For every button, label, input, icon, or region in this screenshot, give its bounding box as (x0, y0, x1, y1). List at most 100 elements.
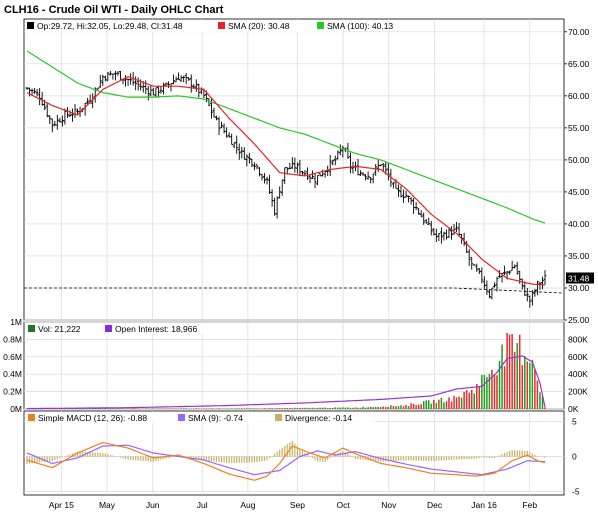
ohlc-bar (220, 121, 224, 129)
volume-bar (331, 408, 334, 409)
divergence-bar (92, 452, 94, 457)
divergence-bar (107, 454, 109, 457)
divergence-bar (390, 456, 392, 462)
divergence-bar (455, 456, 458, 460)
divergence-bar (94, 452, 96, 457)
oi-tick-label: 800K (568, 334, 588, 344)
volume-bar (534, 369, 536, 409)
volume-bar (273, 408, 276, 409)
volume-bar (544, 407, 546, 409)
ohlc-legend-label: Op:29.72, Hi:32.05, Lo:29.48, Cl:31.48 (37, 21, 183, 31)
x-tick-label: Jan 16 (471, 500, 497, 510)
volume-bar (352, 407, 354, 409)
volume-bar (185, 408, 187, 409)
divergence-bar (210, 456, 213, 462)
ohlc-bar (55, 114, 59, 130)
ohlc-bar (232, 142, 236, 149)
volume-bar (445, 401, 448, 409)
ohlc-bar (257, 167, 261, 177)
divergence-bar (529, 452, 531, 457)
ohlc-bar (336, 150, 340, 160)
price-tick-label: 25.00 (568, 315, 590, 325)
divergence-bar (481, 456, 483, 458)
divergence-bar (109, 454, 111, 457)
ohlc-bar (237, 143, 241, 160)
x-tick-label: Aug (240, 500, 255, 510)
price-tick-label: 50.00 (568, 155, 590, 165)
ohlc-bar (106, 71, 110, 82)
divergence-bar (476, 456, 478, 459)
divergence-bar (198, 456, 200, 460)
divergence-bar (435, 456, 437, 461)
divergence-bar (226, 456, 228, 463)
divergence-bar (132, 456, 134, 461)
oi-tick-label: 200K (568, 387, 588, 397)
volume-bar (147, 408, 150, 409)
volume-bar (425, 400, 427, 409)
divergence-bar (130, 456, 132, 460)
volume-bar (417, 404, 420, 409)
ohlc-bar (288, 162, 292, 170)
divergence-bar (521, 450, 523, 457)
volume-bar (319, 407, 321, 409)
ohlc-bar (300, 170, 304, 176)
ohlc-bar (154, 87, 158, 98)
volume-bar (347, 407, 349, 409)
divergence-bar (263, 456, 266, 461)
divergence-bar (299, 449, 301, 457)
divergence-bar (243, 456, 245, 463)
volume-bar (440, 397, 443, 409)
volume-bar (182, 408, 185, 409)
divergence-bar (102, 453, 104, 457)
divergence-bar (49, 456, 51, 462)
volume-bar (261, 408, 263, 409)
divergence-bar (531, 453, 533, 457)
ohlc-bar (265, 176, 269, 185)
ohlc-bar (480, 267, 484, 284)
x-tick-label: Nov (381, 500, 397, 510)
divergence-bar (324, 456, 326, 462)
volume-bar (536, 380, 539, 409)
volume-bar (374, 406, 377, 409)
divergence-bar (64, 456, 66, 457)
ohlc-bar (470, 257, 474, 270)
divergence-bar (160, 456, 162, 460)
ohlc-bar (348, 152, 352, 174)
signal-legend-swatch (178, 414, 185, 421)
divergence-bar (410, 456, 412, 461)
ohlc-bar (174, 76, 178, 83)
ohlc-bar (303, 169, 307, 176)
volume-bar (337, 407, 339, 409)
divergence-bar (200, 456, 202, 460)
volume-bar (369, 406, 372, 409)
oi-tick-label: 600K (568, 352, 588, 362)
sma20-legend-swatch (218, 22, 225, 29)
divergence-bar (498, 455, 501, 457)
ohlc-bar (513, 264, 517, 269)
volume-bar (357, 407, 359, 409)
price-tick-label: 35.00 (568, 251, 590, 261)
divergence-bar (319, 456, 321, 462)
volume-bar (162, 408, 165, 409)
ohlc-bar (35, 88, 39, 97)
volume-tick-label: 0.4M (3, 369, 22, 379)
ohlc-bar (422, 212, 426, 225)
ohlc-bar (381, 163, 385, 172)
ohlc-bar (113, 70, 117, 81)
volume-bar (326, 408, 329, 409)
ohlc-bar (492, 282, 496, 288)
volume-bar (458, 396, 460, 409)
volume-bar (167, 408, 170, 409)
ohlc-bar (144, 80, 148, 94)
divergence-bar (137, 456, 139, 461)
divergence-bar (468, 456, 470, 460)
volume-bar (382, 406, 385, 409)
volume-bar (311, 407, 314, 409)
ohlc-bar (409, 197, 413, 205)
ohlc-bar (359, 170, 363, 176)
volume-bar (243, 408, 246, 409)
divergence-bar (193, 456, 195, 459)
ohlc-bar (215, 115, 219, 121)
ohlc-bar (305, 167, 309, 180)
divergence-bar (461, 456, 463, 460)
